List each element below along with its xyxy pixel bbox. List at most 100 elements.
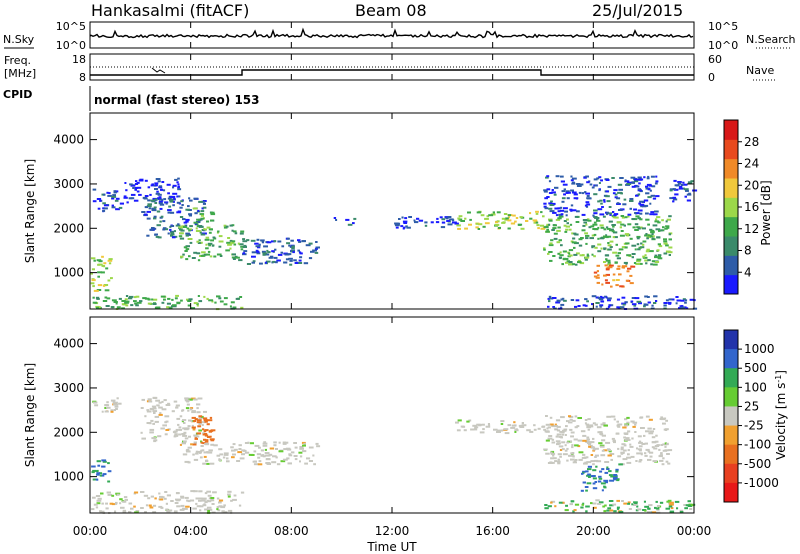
data-cell [576, 252, 580, 255]
data-cell [629, 207, 632, 210]
data-cell [115, 197, 120, 200]
data-cell [135, 180, 138, 183]
data-cell [627, 501, 631, 504]
data-cell [624, 424, 629, 427]
power-colorbar-tick-label: 16 [744, 200, 759, 214]
data-cell [223, 504, 226, 507]
data-cell [210, 443, 215, 446]
data-cell [598, 501, 604, 504]
data-cell [111, 195, 117, 198]
data-cell [555, 419, 561, 422]
data-cell [268, 453, 273, 456]
data-cell [170, 234, 174, 237]
data-cell [507, 214, 511, 217]
data-cell [608, 220, 613, 223]
data-cell [607, 299, 611, 302]
data-cell [668, 254, 671, 256]
data-cell [618, 248, 624, 251]
data-cell [602, 505, 605, 508]
data-cell [96, 502, 101, 505]
data-cell [557, 458, 560, 461]
data-cell [597, 243, 602, 246]
data-cell [624, 438, 628, 441]
data-cell [144, 415, 147, 418]
data-cell [682, 298, 686, 301]
data-cell [580, 237, 584, 239]
data-cell [179, 232, 184, 235]
data-cell [149, 431, 154, 434]
data-cell [315, 241, 318, 243]
data-cell [566, 260, 570, 263]
data-cell [154, 497, 157, 500]
data-cell [196, 240, 200, 243]
data-cell [174, 434, 179, 437]
data-cell [200, 415, 204, 418]
data-cell [105, 305, 110, 307]
data-cell [271, 461, 277, 464]
data-cell [496, 429, 502, 432]
data-cell [144, 297, 150, 300]
data-cell [203, 410, 207, 413]
data-cell [578, 458, 583, 461]
data-cell [184, 428, 189, 431]
data-cell [556, 425, 561, 428]
data-cell [617, 423, 623, 426]
data-cell [155, 399, 160, 402]
data-cell [622, 203, 627, 206]
data-cell [654, 220, 660, 223]
data-cell [165, 502, 168, 505]
data-cell [254, 444, 260, 447]
data-cell [620, 230, 624, 232]
data-cell [626, 421, 630, 424]
data-cell [262, 455, 266, 458]
data-cell [176, 505, 181, 508]
data-cell [198, 499, 202, 502]
data-cell [552, 461, 555, 464]
data-cell [165, 508, 169, 511]
data-cell [560, 303, 565, 306]
data-cell [644, 505, 649, 508]
data-cell [196, 419, 202, 422]
data-cell [612, 231, 618, 234]
data-cell [588, 476, 591, 478]
data-cell [107, 194, 112, 197]
data-cell [581, 456, 587, 459]
data-cell [629, 445, 634, 448]
data-cell [635, 460, 638, 462]
data-cell [218, 501, 222, 504]
data-cell [621, 246, 626, 249]
data-cell [171, 304, 177, 307]
data-cell [618, 510, 624, 513]
data-cell [196, 304, 199, 307]
data-cell [544, 504, 548, 506]
data-cell [573, 246, 576, 249]
data-cell [222, 456, 226, 459]
data-cell [184, 496, 189, 499]
data-cell [649, 202, 652, 205]
data-cell [561, 441, 566, 444]
data-cell [626, 234, 629, 237]
data-cell [653, 295, 658, 298]
data-cell [565, 190, 570, 193]
data-cell [590, 460, 595, 463]
data-cell [199, 509, 202, 512]
data-cell [586, 253, 589, 256]
data-cell [613, 418, 616, 421]
data-cell [149, 193, 152, 196]
data-cell [273, 240, 277, 243]
data-cell [140, 491, 145, 493]
data-cell [512, 214, 516, 217]
data-cell [209, 429, 214, 432]
data-cell [474, 426, 479, 429]
data-cell [659, 459, 664, 462]
data-cell [676, 184, 680, 187]
data-cell [256, 252, 261, 255]
data-cell [92, 285, 95, 288]
data-cell [629, 282, 634, 285]
data-cell [655, 300, 658, 302]
data-cell [553, 224, 557, 227]
data-cell [187, 304, 191, 307]
data-cell [316, 445, 321, 448]
data-cell [551, 191, 556, 194]
data-cell [154, 420, 159, 423]
